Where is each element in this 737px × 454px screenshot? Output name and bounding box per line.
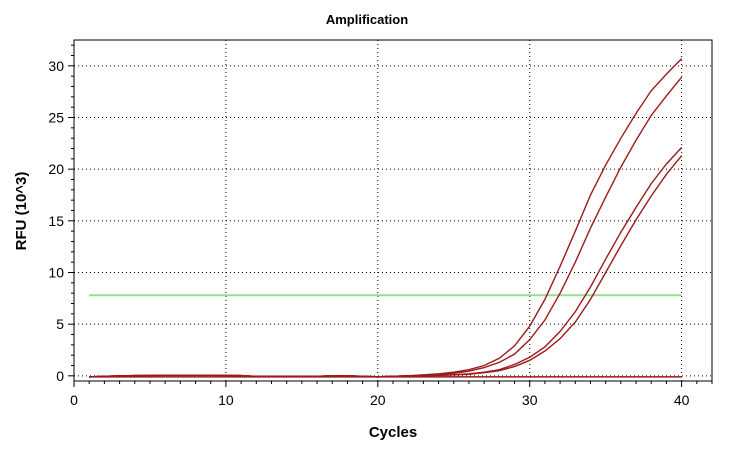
series-line-3 — [89, 146, 683, 378]
y-axis: 0 5 10 15 20 25 30 — [48, 44, 74, 384]
series-line-1 — [89, 58, 683, 378]
y-tick-label: 25 — [48, 110, 64, 126]
grid — [74, 40, 712, 381]
y-tick-label: 10 — [48, 265, 64, 281]
x-tick-label: 30 — [522, 392, 538, 408]
y-tick-label: 20 — [48, 161, 64, 177]
chart-title: Amplification — [326, 12, 408, 27]
x-axis: 0 10 20 30 40 — [70, 381, 713, 408]
y-tick-label: 0 — [56, 368, 64, 384]
x-tick-label: 10 — [218, 392, 234, 408]
x-axis-label: Cycles — [369, 424, 417, 441]
plot-frame — [73, 39, 713, 382]
series-line-2 — [89, 76, 683, 378]
y-axis-label: RFU (10^3) — [13, 172, 30, 251]
y-tick-label: 30 — [48, 58, 64, 74]
x-tick-label: 40 — [674, 392, 690, 408]
x-tick-label: 0 — [70, 392, 78, 408]
series-line-4 — [89, 155, 683, 378]
y-tick-label: 15 — [48, 213, 64, 229]
y-tick-label: 5 — [56, 316, 64, 332]
series-layer — [89, 58, 683, 378]
x-tick-label: 20 — [370, 392, 386, 408]
